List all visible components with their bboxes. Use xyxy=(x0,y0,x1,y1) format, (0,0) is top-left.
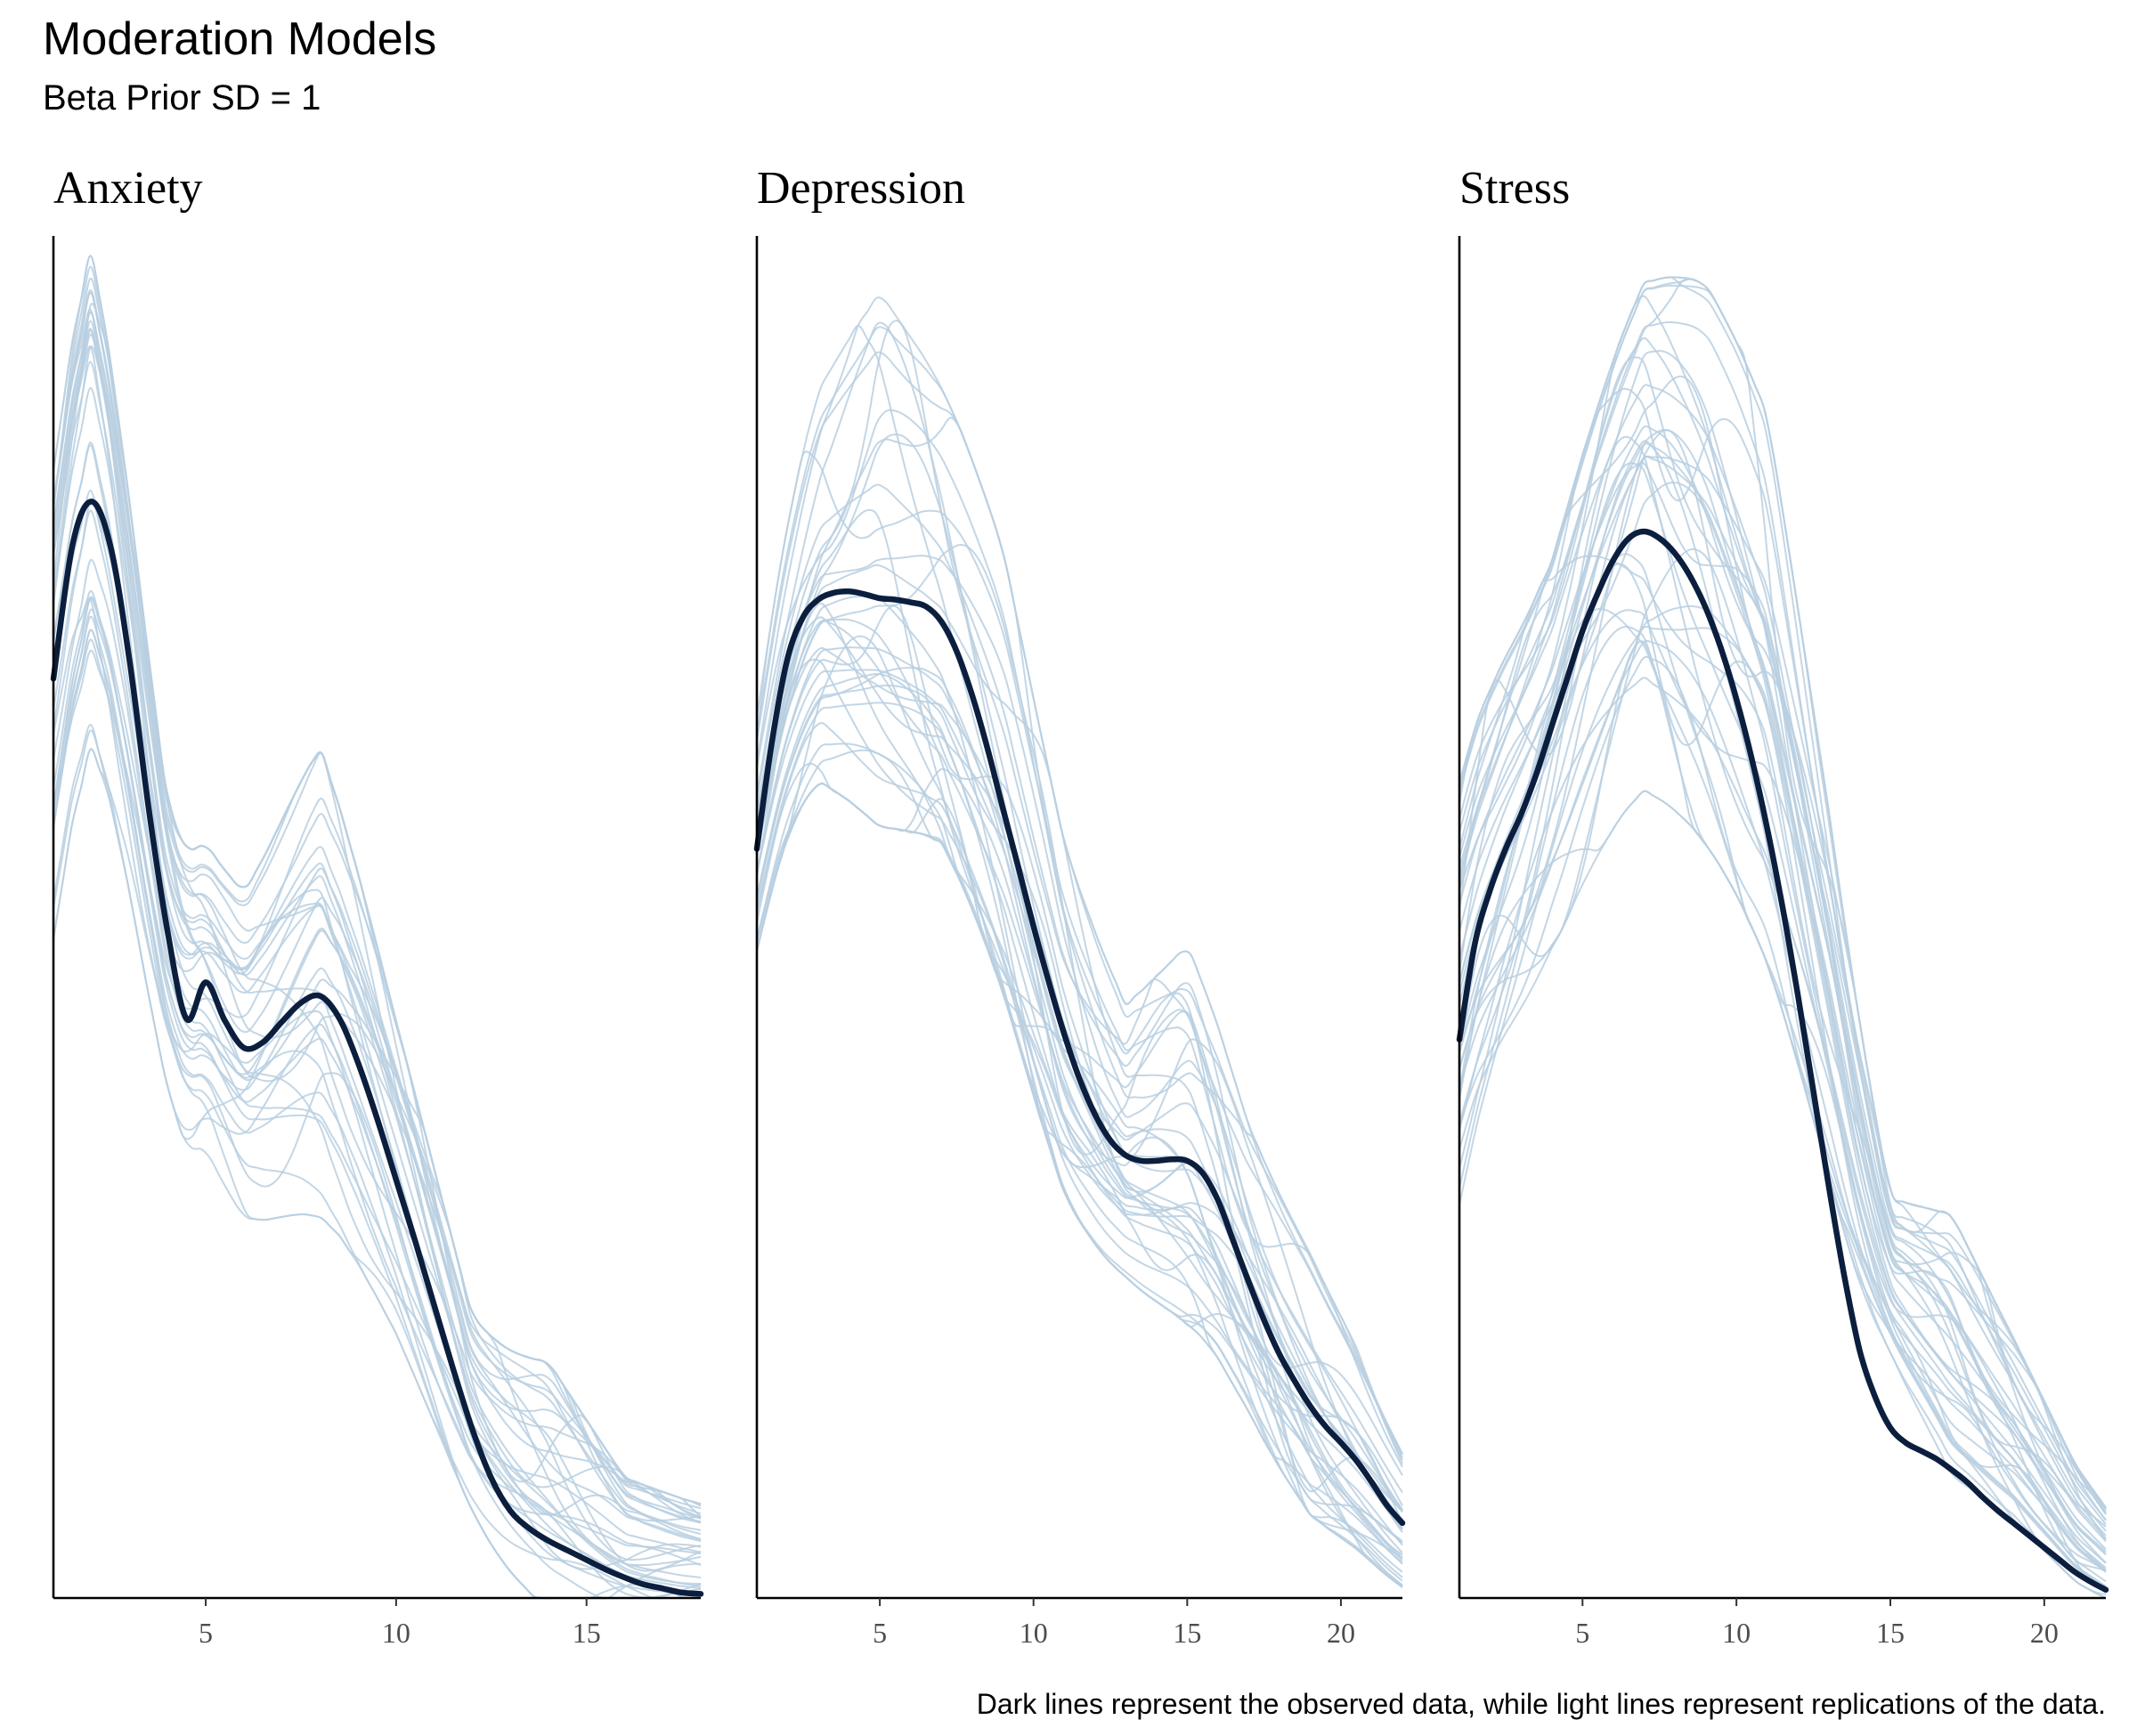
replicate-line xyxy=(1459,462,2107,1571)
replicate-line xyxy=(53,255,702,1510)
replicate-line xyxy=(1459,604,2107,1564)
replicate-line xyxy=(756,742,1403,1582)
replicate-line xyxy=(53,748,702,1566)
x-tick-label: 15 xyxy=(1876,1617,1905,1649)
replicate-line xyxy=(1459,295,2107,1537)
x-tick-label: 10 xyxy=(382,1617,410,1649)
replicate-line xyxy=(756,450,1403,1468)
replicate-line xyxy=(53,589,702,1600)
x-tick-label: 10 xyxy=(1020,1617,1048,1649)
x-tick-label: 20 xyxy=(1327,1617,1355,1649)
replicate-line xyxy=(756,543,1403,1529)
x-tick-label: 15 xyxy=(1173,1617,1201,1649)
replicate-line xyxy=(756,296,1403,1458)
replicate-line xyxy=(756,646,1403,1511)
observed-line xyxy=(1456,528,2109,1594)
replicate-line xyxy=(1459,428,2107,1571)
replicate-line xyxy=(53,729,702,1586)
replicate-line xyxy=(756,324,1403,1559)
replicate-line xyxy=(1459,455,2107,1554)
replicate-line xyxy=(1459,350,2107,1553)
replicate-line xyxy=(53,489,702,1562)
replicate-line xyxy=(756,564,1403,1543)
replicate-line xyxy=(756,321,1403,1494)
replicate-line xyxy=(1459,440,2107,1573)
facet-anxiety: Anxiety 5 10 15 xyxy=(50,163,704,1649)
replicate-line xyxy=(756,508,1403,1573)
facet-depression: Depression 5 10 15 20 xyxy=(753,163,1406,1649)
replicate-line xyxy=(1459,387,2107,1521)
replicate-line xyxy=(1459,640,2107,1588)
x-tick-label: 5 xyxy=(873,1617,887,1649)
replicate-line xyxy=(756,616,1403,1513)
replicate-line xyxy=(53,558,702,1541)
replicate-line xyxy=(756,604,1403,1533)
replicate-line xyxy=(756,417,1403,1476)
replicate-line xyxy=(1459,563,2107,1542)
replicate-line xyxy=(53,597,702,1594)
replicate-line xyxy=(1459,609,2107,1550)
replicate-line xyxy=(756,667,1403,1530)
x-tick-label: 5 xyxy=(199,1617,213,1649)
replicate-line xyxy=(1459,548,2107,1571)
chart-caption: Dark lines represent the observed data, … xyxy=(976,1688,2106,1720)
replicate-line xyxy=(756,555,1403,1511)
replicate-line xyxy=(53,444,702,1540)
replicate-line xyxy=(756,722,1403,1588)
observed-line xyxy=(50,499,704,1597)
replicate-line xyxy=(756,669,1403,1513)
facet-title: Anxiety xyxy=(53,163,203,214)
replicate-line xyxy=(756,618,1403,1588)
replicate-line xyxy=(1459,429,2107,1514)
replicate-line xyxy=(53,629,702,1596)
replicate-line xyxy=(756,783,1403,1586)
facet-title: Stress xyxy=(1459,163,1570,214)
x-tick-label: 5 xyxy=(1575,1617,1589,1649)
chart-title: Moderation Models xyxy=(43,13,437,65)
replicate-line xyxy=(53,303,702,1520)
replicate-line xyxy=(1459,555,2107,1528)
replicate-line xyxy=(756,783,1403,1586)
replicate-line xyxy=(1459,461,2107,1596)
replicate-line xyxy=(756,783,1403,1588)
replicate-line xyxy=(53,329,702,1520)
replicate-line xyxy=(756,646,1403,1556)
chart-subtitle: Beta Prior SD = 1 xyxy=(43,78,321,118)
x-tick-label: 15 xyxy=(573,1617,601,1649)
replicate-line xyxy=(756,749,1403,1506)
replicate-line xyxy=(1459,655,2107,1573)
replicate-line xyxy=(53,509,702,1553)
replicate-line xyxy=(1459,276,2107,1513)
x-tick-label: 10 xyxy=(1722,1617,1751,1649)
replicate-line xyxy=(756,409,1403,1461)
replicate-line xyxy=(53,499,702,1570)
replicate-line xyxy=(1459,677,2107,1569)
observed-line xyxy=(753,588,1406,1527)
replicate-line xyxy=(756,783,1403,1578)
facet-title: Depression xyxy=(757,163,965,214)
facet-stress: Stress 5 10 15 20 xyxy=(1456,163,2109,1649)
replicate-line xyxy=(53,442,702,1518)
x-tick-label: 20 xyxy=(2030,1617,2059,1649)
replicate-line xyxy=(1459,276,2107,1510)
